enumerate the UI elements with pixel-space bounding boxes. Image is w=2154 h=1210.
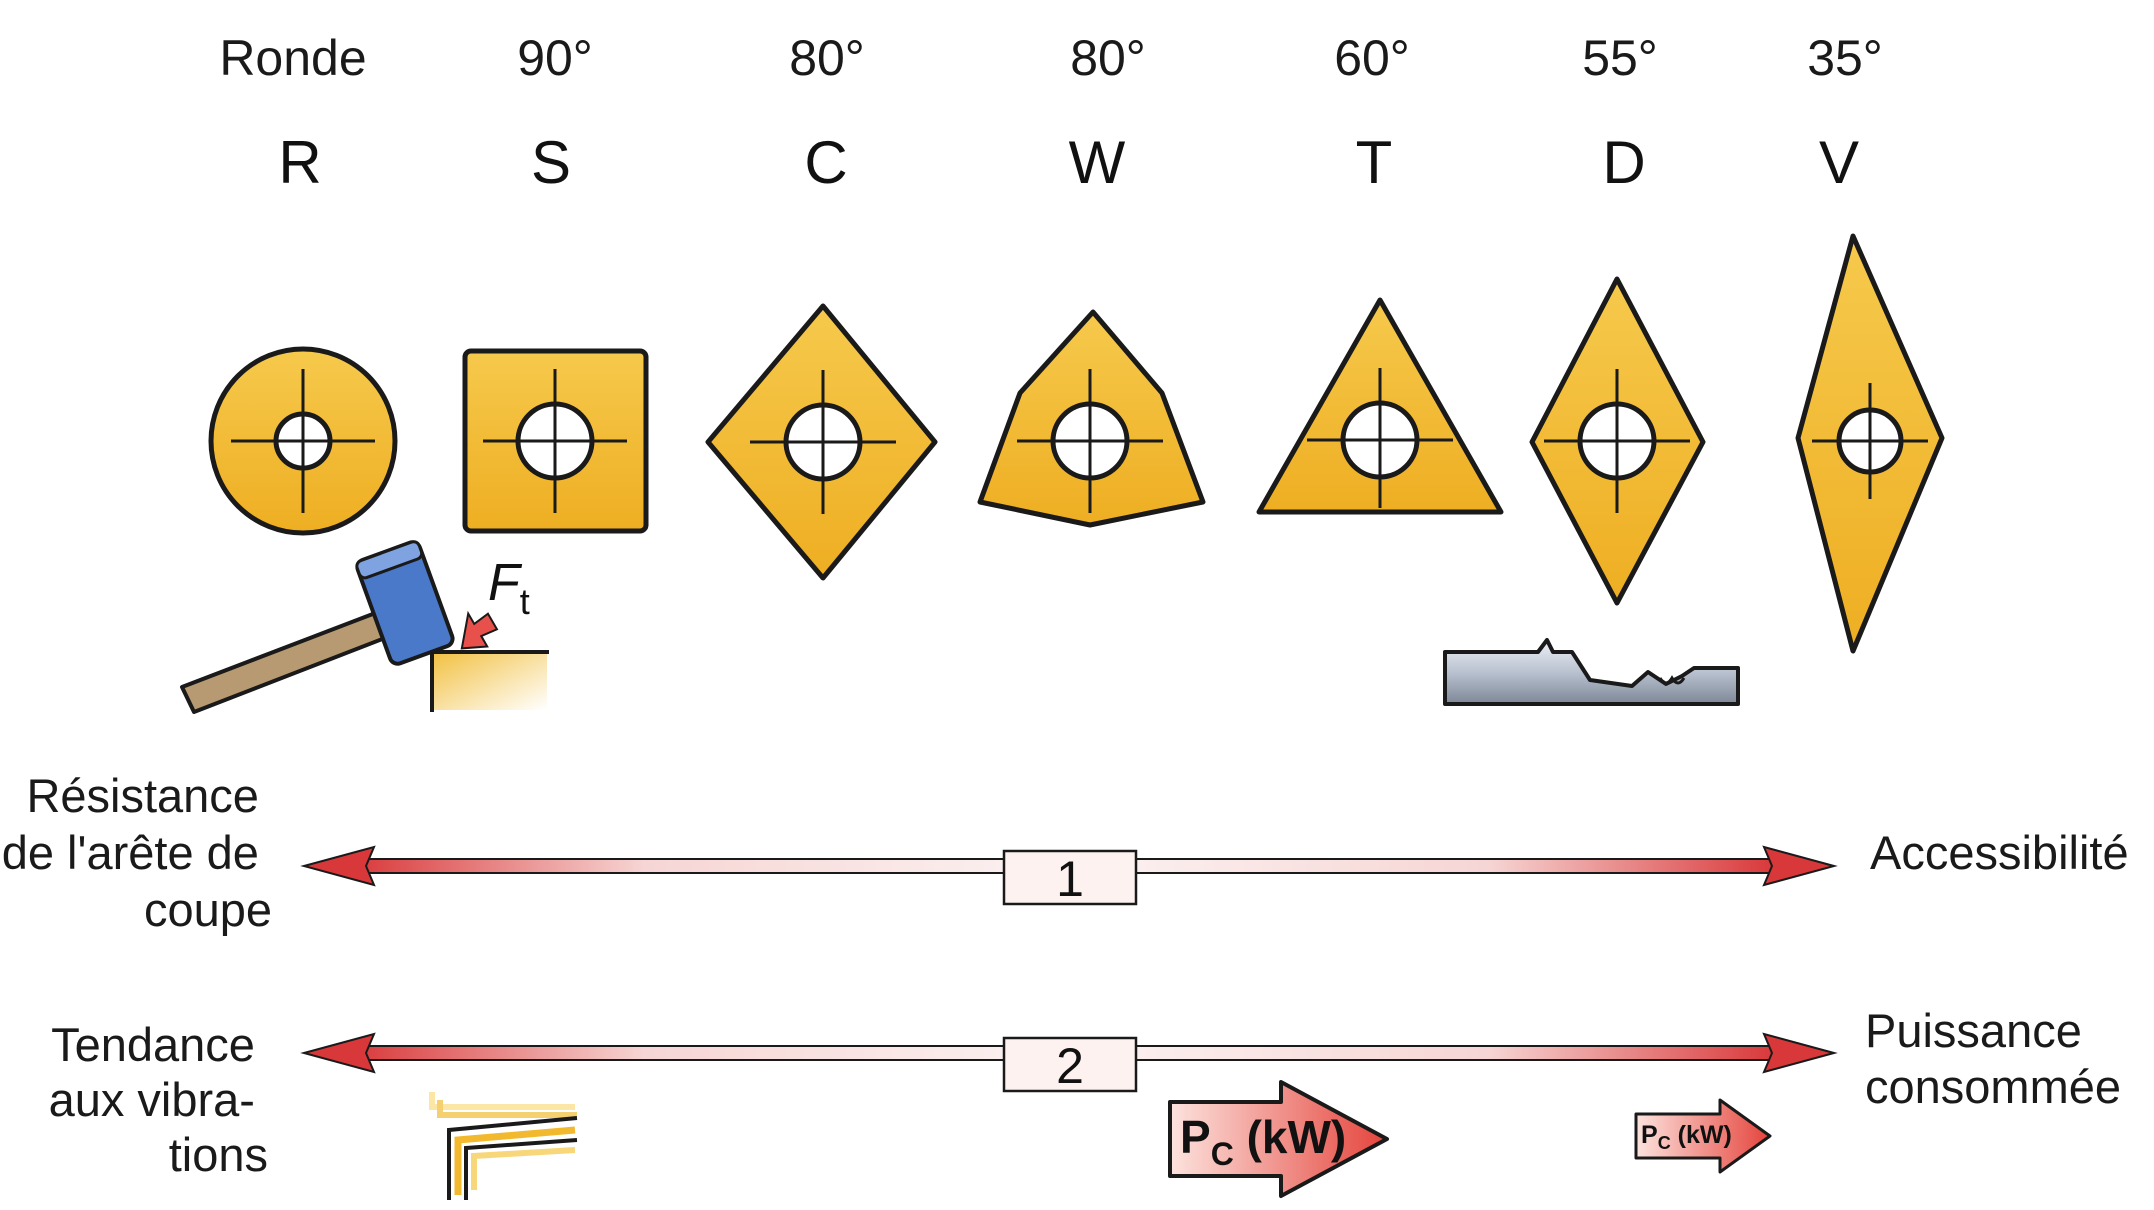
- code-letter-s: S: [531, 129, 571, 196]
- power-arrow-large: PC (kW): [1168, 1080, 1389, 1198]
- crosshair-t: [1307, 368, 1453, 508]
- angle-label-c: 80°: [789, 30, 865, 86]
- scale-1-left-arrowhead: [300, 845, 376, 887]
- force-arrow: [460, 610, 499, 650]
- code-letter-r: R: [278, 129, 321, 196]
- code-letter-c: C: [804, 129, 847, 196]
- force-label: Ft: [488, 554, 530, 622]
- angle-label-s: 90°: [517, 30, 593, 86]
- scale-2-right-label: Puissance consommée: [1865, 1004, 2121, 1113]
- angle-label-w: 80°: [1070, 30, 1146, 86]
- scale-2-right-arrowhead: [1762, 1032, 1838, 1074]
- scale-2-left-label: Tendance aux vibra- tions: [49, 1018, 268, 1181]
- scale-2: 2 Tendance aux vibra- tions Puissance co…: [49, 1004, 2121, 1181]
- angle-label-d: 55°: [1582, 30, 1658, 86]
- power-arrow-large-label: PC (kW): [1180, 1111, 1346, 1172]
- code-letters: R S C W T D V: [278, 129, 1859, 196]
- scale-1-right-label: Accessibilité: [1870, 826, 2129, 879]
- power-arrow-small-label: PC (kW): [1641, 1121, 1732, 1153]
- turned-shaft-icon: [1443, 638, 1740, 706]
- workpiece-block: [432, 652, 547, 710]
- scale-1-number: 1: [1056, 851, 1084, 907]
- scale-2-left-arrowhead: [300, 1032, 376, 1074]
- crosshair-w: [1017, 369, 1163, 513]
- code-letter-w: W: [1069, 129, 1126, 196]
- crosshair-v: [1812, 383, 1928, 499]
- code-letter-v: V: [1819, 129, 1859, 196]
- hammer-strike-icon: Ft: [180, 540, 549, 714]
- angle-labels: Ronde 90° 80° 80° 60° 55° 35°: [219, 30, 1882, 86]
- scale-2-number-box: [1002, 1036, 1138, 1093]
- hammer-handle: [180, 610, 392, 714]
- scale-2-number: 2: [1056, 1038, 1084, 1094]
- chatter-lines-icon: [429, 1092, 578, 1200]
- scale-1-left-label: Résistance de l'arête de coupe: [2, 769, 272, 936]
- crosshair-d: [1544, 369, 1690, 513]
- angle-label-r: Ronde: [219, 30, 366, 86]
- crosshair-c: [750, 370, 896, 514]
- scale-1-right-arrowhead: [1762, 845, 1838, 887]
- code-letter-d: D: [1602, 129, 1645, 196]
- scale-1: 1 Résistance de l'arête de coupe Accessi…: [2, 769, 2129, 936]
- angle-label-v: 35°: [1807, 30, 1883, 86]
- insert-holes: [231, 368, 1928, 514]
- angle-label-t: 60°: [1334, 30, 1410, 86]
- scale-1-number-box: [1002, 849, 1138, 906]
- crosshair-s: [483, 369, 627, 513]
- code-letter-t: T: [1356, 129, 1393, 196]
- power-arrow-small: PC (kW): [1634, 1098, 1772, 1174]
